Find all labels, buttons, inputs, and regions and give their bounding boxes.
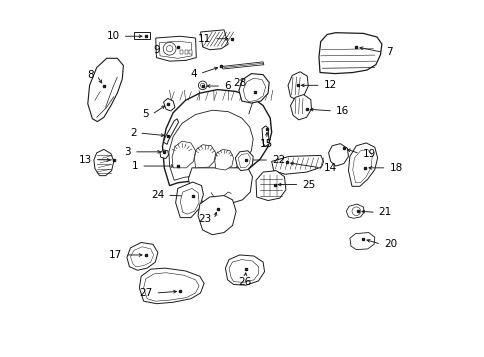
PathPatch shape: [127, 242, 157, 270]
Text: 13: 13: [79, 155, 92, 165]
PathPatch shape: [352, 149, 372, 183]
PathPatch shape: [242, 78, 265, 102]
PathPatch shape: [256, 171, 285, 201]
Text: 19: 19: [362, 149, 375, 159]
Text: 11: 11: [197, 34, 211, 44]
PathPatch shape: [346, 204, 363, 218]
Text: 10: 10: [106, 31, 120, 41]
PathPatch shape: [228, 260, 258, 282]
PathPatch shape: [163, 119, 178, 144]
PathPatch shape: [271, 155, 323, 174]
PathPatch shape: [162, 90, 271, 186]
PathPatch shape: [349, 232, 374, 250]
Text: 18: 18: [389, 163, 402, 173]
Text: 1: 1: [132, 161, 138, 171]
PathPatch shape: [348, 143, 377, 186]
PathPatch shape: [239, 74, 269, 103]
PathPatch shape: [188, 168, 252, 204]
Text: 22: 22: [272, 155, 285, 165]
PathPatch shape: [221, 62, 263, 69]
PathPatch shape: [180, 188, 199, 214]
Circle shape: [198, 81, 207, 90]
PathPatch shape: [160, 150, 168, 159]
PathPatch shape: [261, 126, 269, 146]
Text: 24: 24: [151, 190, 164, 200]
PathPatch shape: [194, 145, 215, 168]
Text: 16: 16: [335, 106, 348, 116]
Text: 6: 6: [224, 81, 230, 91]
PathPatch shape: [184, 50, 187, 54]
Text: 2: 2: [130, 128, 136, 138]
Text: 14: 14: [323, 163, 336, 173]
PathPatch shape: [214, 149, 233, 170]
PathPatch shape: [318, 33, 381, 74]
PathPatch shape: [130, 247, 153, 267]
PathPatch shape: [134, 32, 150, 39]
PathPatch shape: [238, 154, 250, 168]
PathPatch shape: [328, 144, 348, 166]
Circle shape: [166, 45, 172, 52]
PathPatch shape: [155, 36, 196, 61]
PathPatch shape: [188, 50, 192, 54]
PathPatch shape: [175, 182, 203, 218]
PathPatch shape: [180, 50, 183, 54]
PathPatch shape: [172, 141, 195, 168]
Text: 9: 9: [153, 45, 159, 55]
PathPatch shape: [290, 95, 311, 120]
PathPatch shape: [200, 30, 228, 50]
Text: 27: 27: [139, 288, 152, 298]
Text: 15: 15: [259, 139, 273, 149]
PathPatch shape: [159, 41, 192, 58]
PathPatch shape: [225, 255, 264, 285]
Text: 20: 20: [383, 239, 396, 249]
Text: 8: 8: [87, 70, 94, 80]
Text: 17: 17: [109, 250, 122, 260]
Text: 23: 23: [197, 215, 211, 225]
Text: 28: 28: [233, 78, 246, 88]
Text: 21: 21: [378, 207, 391, 217]
Circle shape: [351, 207, 360, 216]
PathPatch shape: [163, 99, 175, 111]
Text: 25: 25: [302, 180, 315, 190]
Text: 5: 5: [142, 110, 149, 120]
Circle shape: [200, 83, 204, 87]
Text: 7: 7: [385, 47, 392, 57]
Text: 4: 4: [190, 69, 197, 79]
Circle shape: [163, 42, 176, 55]
Text: 3: 3: [124, 147, 131, 157]
PathPatch shape: [197, 196, 236, 235]
PathPatch shape: [143, 273, 199, 301]
PathPatch shape: [235, 151, 253, 171]
PathPatch shape: [287, 72, 308, 100]
Text: 26: 26: [238, 277, 252, 287]
PathPatch shape: [94, 149, 114, 176]
PathPatch shape: [88, 58, 123, 122]
Text: 12: 12: [323, 80, 336, 90]
PathPatch shape: [139, 268, 204, 304]
PathPatch shape: [168, 110, 253, 180]
